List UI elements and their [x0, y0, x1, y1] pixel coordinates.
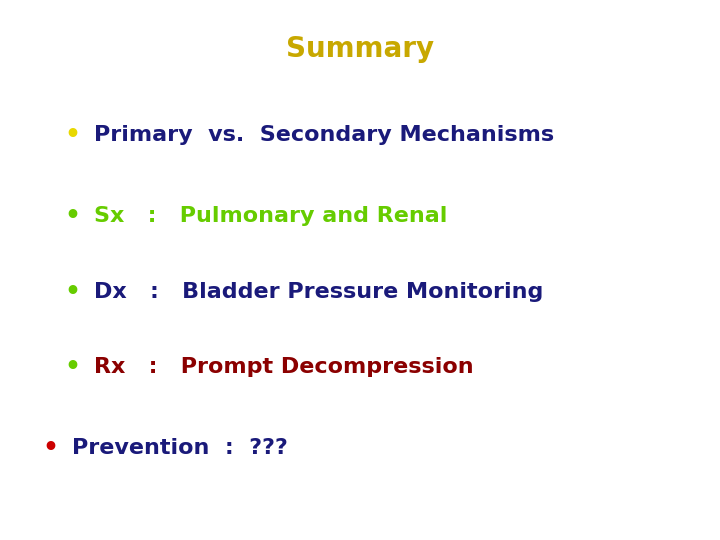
Text: •: • [64, 355, 80, 379]
Text: •: • [42, 436, 58, 460]
Text: Summary: Summary [286, 35, 434, 63]
Text: •: • [64, 204, 80, 228]
Text: •: • [64, 123, 80, 147]
Text: Primary  vs.  Secondary Mechanisms: Primary vs. Secondary Mechanisms [94, 125, 554, 145]
Text: Rx   :   Prompt Decompression: Rx : Prompt Decompression [94, 357, 473, 377]
Text: Prevention  :  ???: Prevention : ??? [72, 438, 288, 458]
Text: Sx   :   Pulmonary and Renal: Sx : Pulmonary and Renal [94, 206, 447, 226]
Text: Dx   :   Bladder Pressure Monitoring: Dx : Bladder Pressure Monitoring [94, 281, 543, 302]
Text: •: • [64, 280, 80, 303]
